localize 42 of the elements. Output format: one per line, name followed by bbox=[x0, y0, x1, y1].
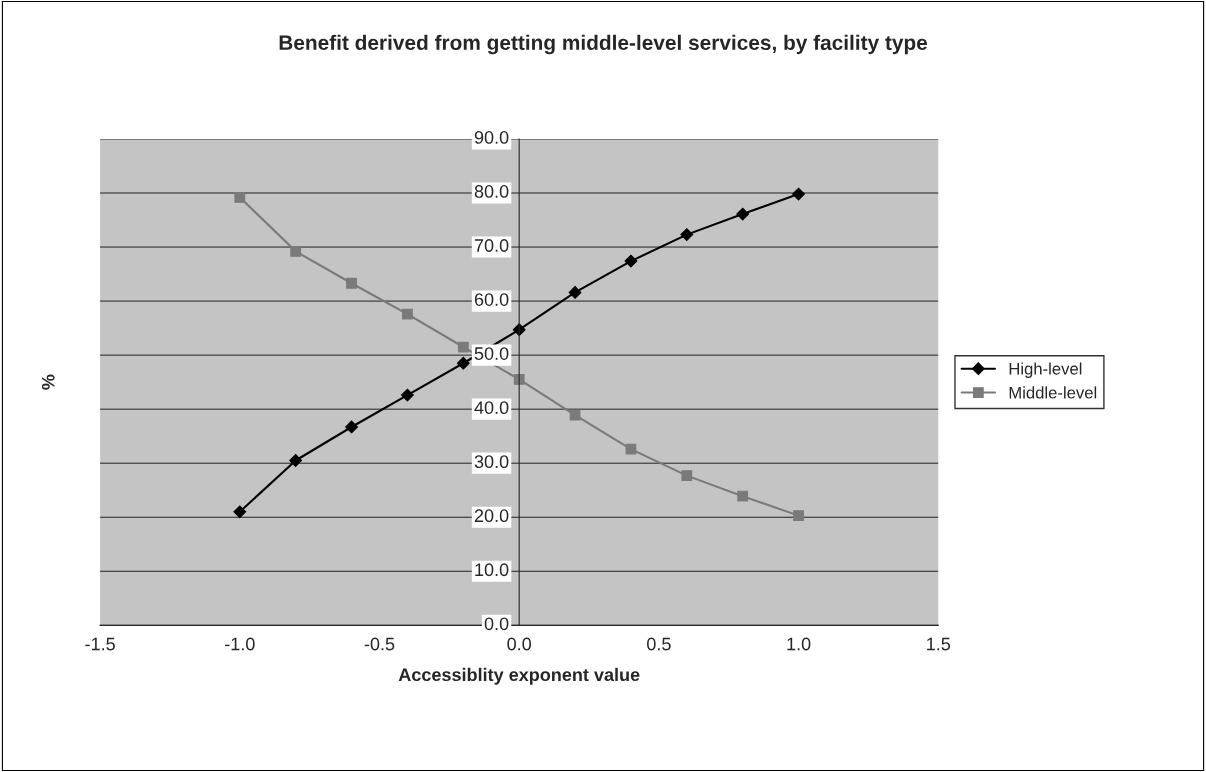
y-tick-label: 60.0 bbox=[474, 293, 509, 306]
x-tick-label: 1.0 bbox=[787, 637, 811, 651]
point bbox=[234, 191, 246, 203]
x-tick-label: 0.0 bbox=[507, 637, 532, 651]
x-tick-label: -0.5 bbox=[364, 637, 395, 651]
y-tick-label: 20.0 bbox=[474, 509, 509, 523]
point bbox=[402, 308, 413, 320]
point bbox=[346, 277, 357, 289]
point bbox=[233, 505, 247, 519]
x-tick-label: -1.0 bbox=[225, 637, 255, 651]
point bbox=[624, 254, 638, 268]
y-tick-label: 0.0 bbox=[484, 617, 509, 631]
x-axis-title: Accessiblity exponent value bbox=[398, 667, 640, 685]
x-tick-label: -1.5 bbox=[85, 637, 115, 651]
point bbox=[625, 443, 637, 455]
x-tick-label: 1.5 bbox=[927, 637, 951, 651]
point bbox=[737, 490, 749, 502]
point bbox=[289, 454, 303, 467]
legend-label: Middle-level bbox=[1009, 386, 1097, 399]
point bbox=[736, 207, 750, 221]
y-tick-label: 50.0 bbox=[474, 347, 509, 360]
point bbox=[568, 286, 582, 299]
point bbox=[512, 323, 526, 337]
point bbox=[681, 470, 693, 482]
y-tick-label: 10.0 bbox=[475, 563, 509, 577]
y-tick-label: 80.0 bbox=[474, 185, 509, 198]
x-tick-label: 0.5 bbox=[647, 637, 671, 651]
y-tick-label: 90.0 bbox=[474, 131, 509, 144]
legend-label: High-level bbox=[1009, 362, 1082, 378]
point bbox=[457, 341, 469, 353]
y-tick-label: 70.0 bbox=[474, 239, 509, 252]
point bbox=[793, 510, 804, 521]
y-tick-label: 40.0 bbox=[474, 401, 509, 415]
point bbox=[345, 420, 358, 434]
y-tick-label: 30.0 bbox=[474, 455, 509, 469]
point bbox=[401, 388, 414, 402]
point bbox=[456, 356, 470, 370]
y-axis-title: % bbox=[41, 374, 55, 390]
point bbox=[792, 187, 805, 201]
point bbox=[513, 374, 525, 385]
chart-title: Benefit derived from getting middle-level services, by facility type bbox=[279, 34, 928, 55]
point bbox=[680, 228, 694, 242]
